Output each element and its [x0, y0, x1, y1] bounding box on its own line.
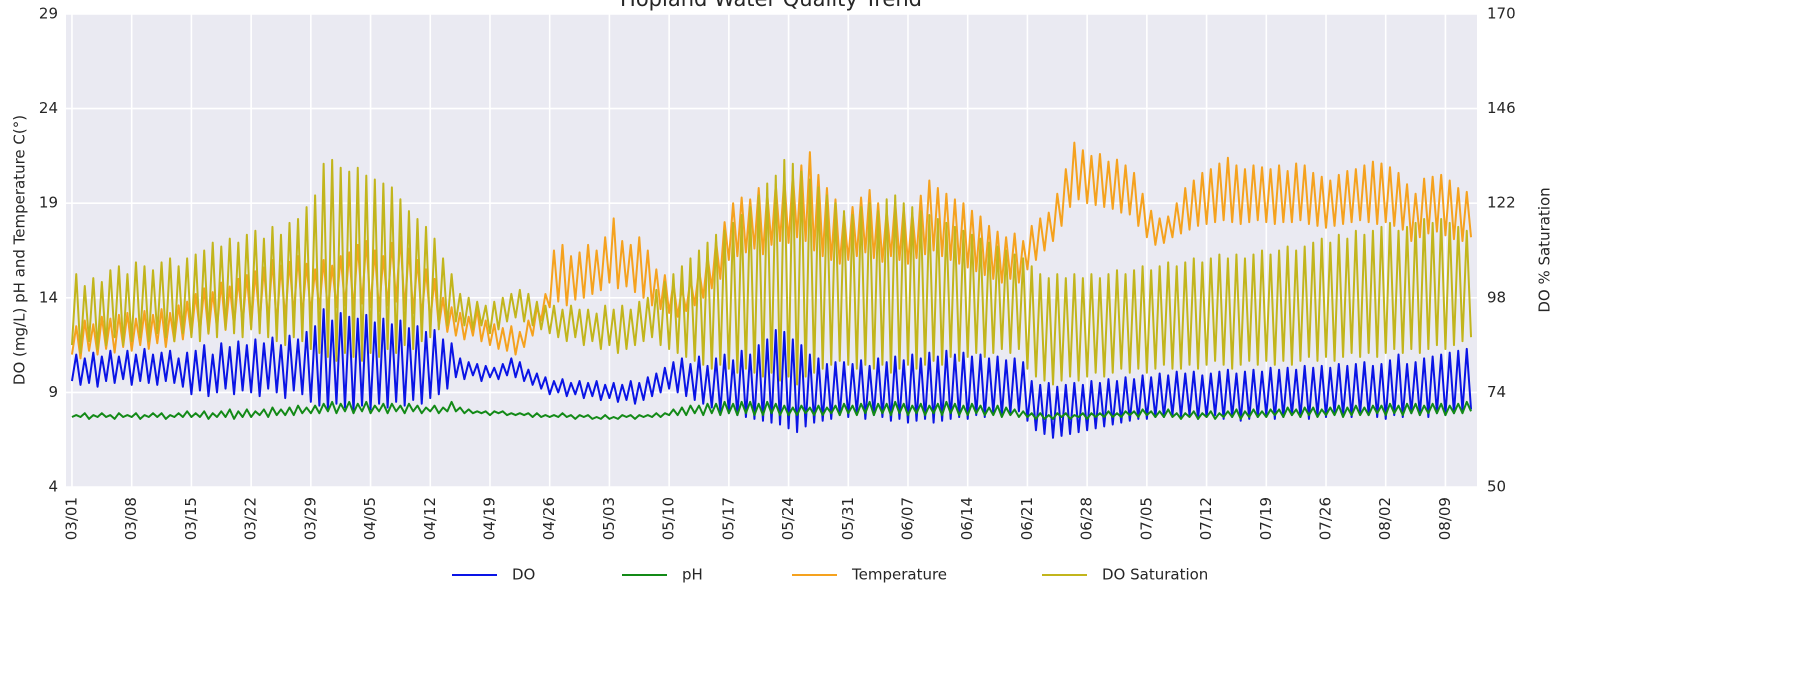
- y-tick-label: 29: [39, 5, 58, 23]
- y-tick-label: 9: [48, 383, 58, 401]
- x-tick-label: 06/14: [958, 497, 976, 540]
- y2-tick-label: 146: [1487, 99, 1516, 117]
- x-tick-label: 05/17: [719, 497, 737, 540]
- x-tick-label: 03/15: [182, 497, 200, 540]
- y2-tick-label: 170: [1487, 5, 1516, 23]
- y-tick-label: 19: [39, 194, 58, 212]
- x-tick-label: 06/07: [898, 497, 916, 540]
- x-tick-label: 07/26: [1317, 497, 1335, 540]
- x-tick-label: 03/22: [242, 497, 260, 540]
- x-tick-label: 07/19: [1257, 497, 1275, 540]
- y2-tick-label: 122: [1487, 194, 1516, 212]
- chart-title: Hopland Water Quality Trend: [620, 0, 922, 11]
- x-tick-label: 06/21: [1018, 497, 1036, 540]
- legend-label: DO: [512, 566, 535, 584]
- y-tick-label: 24: [39, 99, 58, 117]
- legend: DO pH Temperature DO Saturation: [452, 566, 1208, 584]
- x-tick-label: 07/12: [1197, 497, 1215, 540]
- y-tick-label: 14: [39, 288, 58, 306]
- legend-label: Temperature: [851, 566, 947, 584]
- y2-tick-label: 74: [1487, 383, 1506, 401]
- x-tick-label: 05/10: [660, 497, 678, 540]
- y-tick-label: 4: [48, 478, 58, 496]
- y2-axis-label: DO % Saturation: [1536, 187, 1554, 312]
- series-line: [70, 158, 1473, 386]
- lines: [70, 141, 1473, 439]
- x-tick-label: 04/19: [480, 497, 498, 540]
- x-tick-label: 04/12: [421, 497, 439, 540]
- x-tick-label: 08/09: [1436, 497, 1454, 540]
- series-line: [71, 400, 1472, 420]
- y2-tick-label: 98: [1487, 288, 1506, 306]
- x-tick-label: 03/08: [122, 497, 140, 540]
- x-tick-label: 04/05: [361, 497, 379, 540]
- x-tick-label: 04/26: [540, 497, 558, 540]
- x-tick-label: 07/05: [1137, 497, 1155, 540]
- y2-tick-label: 50: [1487, 478, 1506, 496]
- legend-label: pH: [682, 566, 703, 584]
- legend-label: DO Saturation: [1102, 566, 1208, 584]
- x-tick-label: 03/29: [301, 497, 319, 540]
- series-line: [70, 308, 1473, 439]
- x-tick-label: 03/01: [62, 497, 80, 540]
- x-tick-label: 05/24: [779, 497, 797, 540]
- x-tick-label: 08/02: [1376, 497, 1394, 540]
- grid: 4 9 14 19 24 29 50 74 98 122 146 170 03/01 03/08 03/15…: [39, 5, 1516, 541]
- x-tick-label: 06/28: [1078, 497, 1096, 540]
- y-axis-label: DO (mg/L) pH and Temperature C(°): [11, 115, 29, 385]
- x-tick-label: 05/03: [600, 497, 618, 540]
- x-tick-label: 05/31: [839, 497, 857, 540]
